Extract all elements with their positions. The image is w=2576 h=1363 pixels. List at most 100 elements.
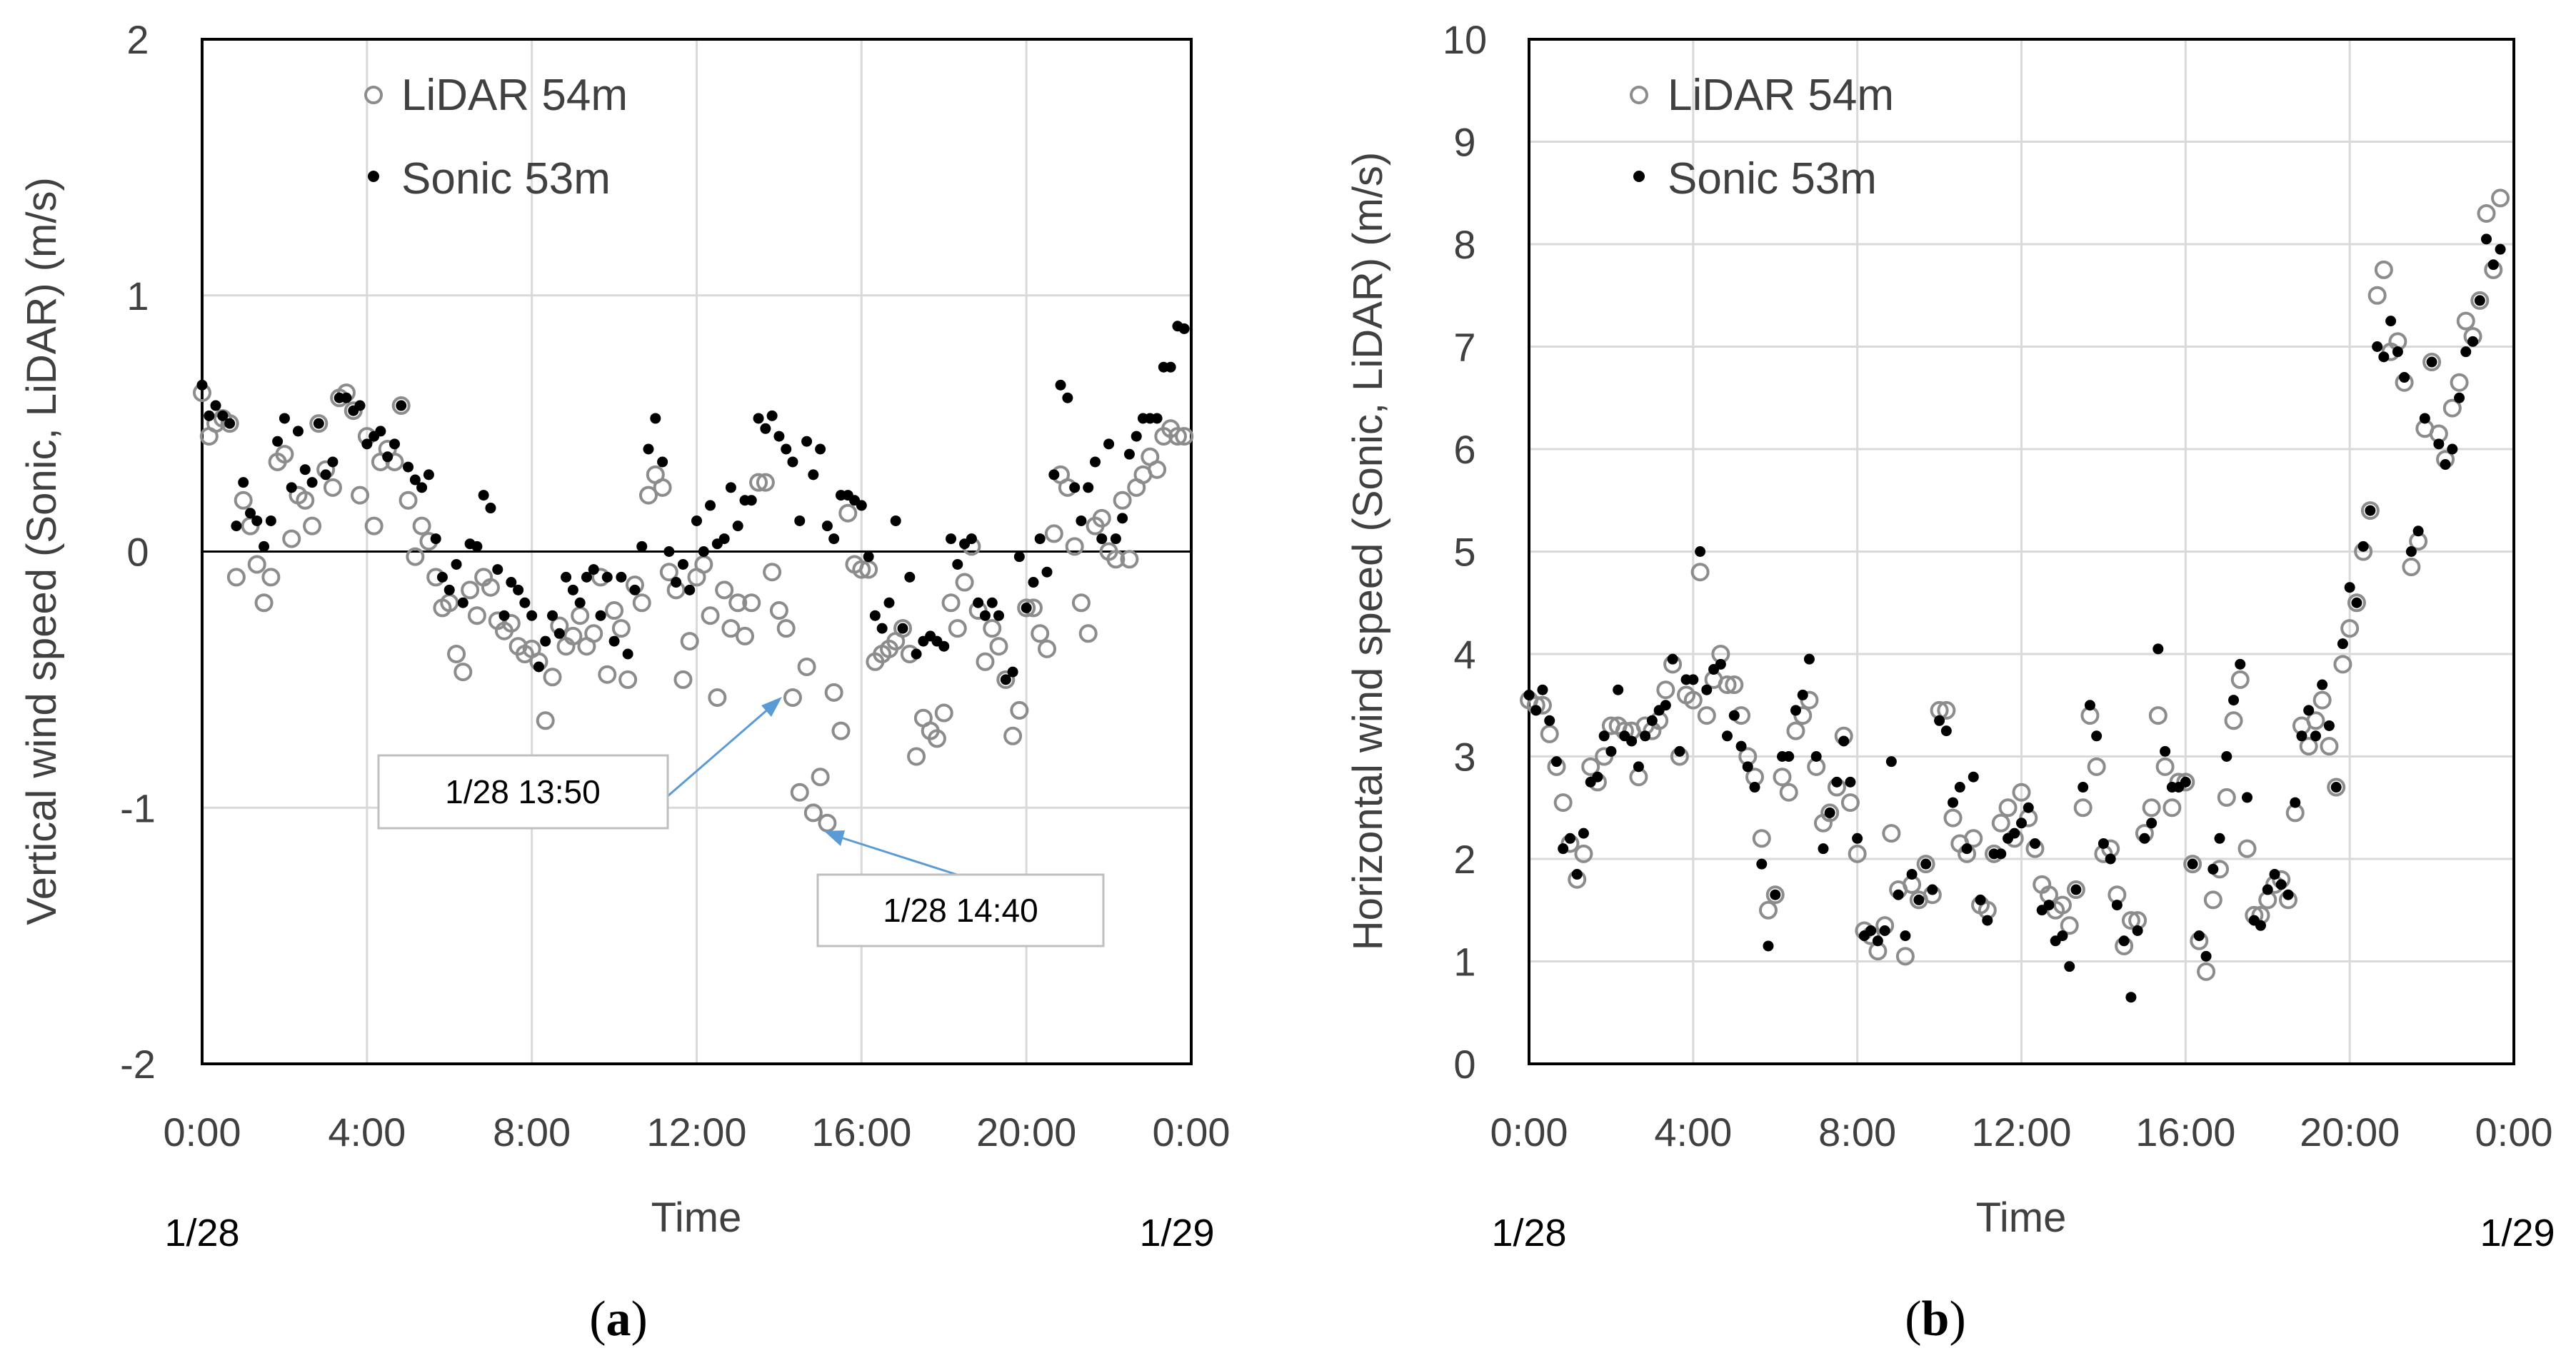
sonic-point-64 [1961, 843, 1973, 855]
lidar-point-85 [776, 619, 796, 638]
sonic-point-105 [2242, 792, 2253, 803]
sonic-point-31 [1735, 740, 1747, 752]
sonic-point-69 [1995, 848, 2007, 860]
sonic-point-88 [2125, 992, 2137, 1003]
lidar-point-135 [2442, 398, 2462, 418]
sonic-point-131 [2419, 413, 2430, 424]
sonic-point-49 [533, 661, 544, 673]
lidar-point-19 [323, 478, 342, 497]
sonic-point-108 [2262, 884, 2273, 895]
sonic-point-57 [588, 564, 599, 575]
sonic-point-76 [718, 533, 730, 545]
sonic-point-23 [354, 400, 366, 411]
sonic-point-6 [1564, 833, 1575, 844]
sonic-point-37 [451, 558, 462, 570]
lidar-point-83 [2087, 757, 2106, 776]
sonic-point-141 [1165, 361, 1176, 373]
sonic-point-122 [1034, 533, 1046, 545]
lidar-point-77 [721, 619, 741, 638]
lidar-point-103 [2224, 711, 2243, 730]
sonic-point-54 [1893, 889, 1904, 900]
lidar-point-57 [584, 624, 603, 643]
sonic-point-93 [2160, 745, 2171, 757]
annotation-arrow-1440 [833, 834, 958, 876]
x-tick-label-6: 0:00 [1153, 1110, 1231, 1155]
lidar-point-105 [2237, 839, 2257, 858]
sonic-point-50 [540, 635, 551, 647]
sonic-point-96 [2180, 776, 2191, 788]
panel-b-date-start: 1/28 [1491, 1212, 1566, 1254]
sonic-point-38 [1783, 751, 1795, 762]
lidar-point-114 [976, 652, 995, 671]
sonic-point-33 [1749, 782, 1760, 793]
sonic-point-124 [2372, 341, 2383, 352]
sonic-point-33 [423, 469, 434, 481]
legend-sonic-marker [368, 171, 379, 182]
lidar-point-81 [2073, 798, 2093, 818]
sonic-point-109 [946, 533, 957, 545]
sonic-point-39 [1790, 705, 1801, 716]
sonic-point-11 [1598, 730, 1610, 742]
lidar-point-81 [749, 473, 768, 492]
sonic-point-67 [657, 456, 668, 468]
lidar-point-107 [927, 729, 946, 748]
sonic-point-118 [2330, 782, 2342, 793]
sonic-point-113 [973, 597, 984, 608]
lidar-point-118 [2327, 778, 2346, 797]
sonic-point-14 [292, 426, 304, 437]
lidar-point-96 [852, 560, 871, 579]
sonic-point-136 [2454, 392, 2465, 403]
sonic-point-5 [231, 520, 242, 532]
panel-a: -2 -1 0 1 2 0:00 4:00 8:00 12:00 16:00 20:00 0:00 … [19, 17, 1231, 1347]
lidar-point-30 [399, 491, 418, 510]
lidar-point-92 [824, 683, 843, 702]
lidar-point-137 [2456, 311, 2475, 331]
sonic-point-97 [2187, 858, 2198, 870]
lidar-point-64 [632, 593, 651, 613]
x-tick-label-4: 16:00 [811, 1110, 911, 1155]
lidar-point-79 [736, 626, 755, 645]
sonic-point-13 [286, 482, 297, 493]
lidar-point-15 [296, 491, 315, 510]
lidar-point-37 [1773, 768, 1792, 787]
sonic-point-0 [1523, 689, 1535, 700]
sonic-point-36 [1770, 889, 1781, 900]
legend-sonic-label: Sonic 53m [1668, 154, 1877, 203]
sonic-point-108 [938, 640, 950, 652]
sonic-point-0 [196, 379, 208, 391]
sonic-point-111 [2282, 889, 2294, 900]
sonic-point-116 [2317, 679, 2328, 690]
sonic-point-89 [808, 469, 819, 481]
sonic-point-103 [904, 571, 916, 583]
lidar-point-91 [818, 813, 837, 833]
sonic-point-19 [327, 456, 339, 468]
lidar-point-44 [1820, 803, 1840, 823]
sonic-point-128 [2399, 372, 2410, 383]
lidar-point-54 [563, 626, 583, 645]
lidar-point-129 [1078, 624, 1098, 643]
lidar-point-45 [501, 613, 521, 633]
lidar-point-20 [1656, 680, 1675, 700]
sonic-point-3 [217, 410, 229, 421]
sonic-point-5 [1558, 843, 1569, 855]
lidar-point-86 [783, 688, 802, 707]
sonic-point-48 [526, 610, 538, 621]
lidar-point-31 [406, 547, 425, 566]
sonic-point-104 [2235, 658, 2246, 670]
sonic-point-20 [1660, 700, 1671, 711]
sonic-point-72 [2016, 818, 2027, 829]
sonic-point-91 [821, 520, 833, 532]
sonic-point-116 [993, 610, 1005, 621]
sonic-point-80 [746, 495, 757, 506]
sonic-point-73 [2023, 802, 2034, 813]
lidar-point-134 [1113, 491, 1132, 510]
lidar-point-53 [1882, 824, 1901, 843]
sonic-point-26 [1701, 684, 1713, 695]
sonic-point-101 [890, 515, 901, 526]
lidar-point-102 [893, 619, 913, 638]
panel-b-plot-frame [1528, 38, 2515, 1065]
sonic-point-117 [2323, 720, 2335, 731]
lidar-point-65 [638, 486, 658, 505]
lidar-point-99 [2197, 962, 2216, 981]
sonic-point-50 [1865, 925, 1877, 936]
